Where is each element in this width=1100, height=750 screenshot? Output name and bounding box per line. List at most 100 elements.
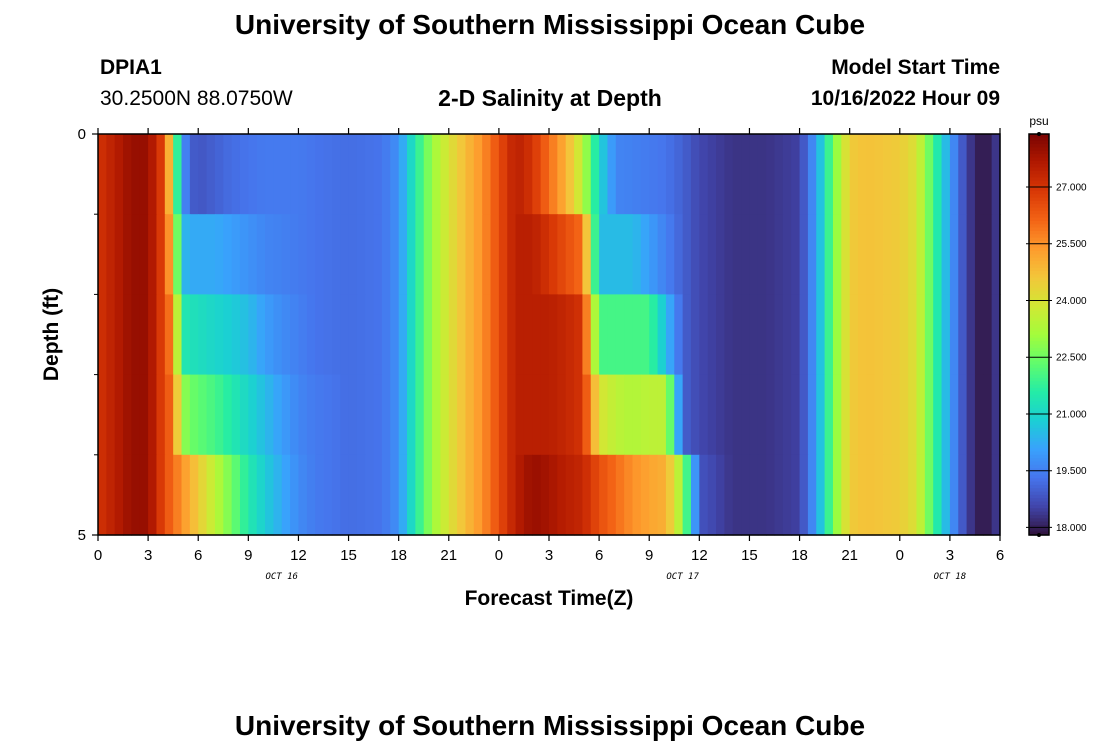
heatmap-cell	[974, 294, 984, 376]
heatmap-cell	[523, 214, 533, 295]
heatmap-cell	[265, 134, 274, 215]
heatmap-cell	[515, 294, 525, 376]
station-coordinates: 30.2500N 88.0750W	[100, 87, 293, 110]
colorbar-segment	[1029, 177, 1049, 182]
heatmap-cell	[991, 134, 1001, 215]
colorbar-segment	[1029, 334, 1049, 339]
heatmap-cell	[265, 214, 274, 295]
heatmap-cell	[916, 374, 926, 456]
heatmap-cell	[557, 214, 567, 295]
heatmap-cell	[565, 454, 575, 536]
heatmap-cell	[482, 294, 492, 376]
heatmap-cell	[98, 454, 107, 536]
heatmap-cell	[791, 374, 801, 456]
colorbar-segment	[1029, 137, 1049, 142]
heatmap-cell	[365, 214, 375, 295]
heatmap-cell	[974, 454, 984, 536]
model-start-value: 10/16/2022 Hour 09	[810, 87, 1000, 110]
heatmap-cell	[156, 454, 166, 536]
heatmap-cell	[707, 374, 717, 456]
colorbar-segment	[1029, 508, 1049, 513]
heatmap-cell	[665, 374, 675, 456]
heatmap-cell	[682, 294, 692, 376]
colorbar-segment	[1029, 294, 1049, 299]
heatmap-cell	[791, 214, 801, 295]
heatmap-cell	[507, 454, 517, 536]
colorbar-segment	[1029, 441, 1049, 446]
heatmap-cell	[624, 374, 634, 456]
heatmap-cell	[732, 134, 742, 215]
colorbar-segment	[1029, 491, 1049, 496]
heatmap-cell	[123, 134, 133, 215]
heatmap-cell	[198, 374, 208, 456]
heatmap-cell	[690, 374, 700, 456]
heatmap-cell	[716, 134, 725, 215]
heatmap-cell	[632, 214, 642, 295]
x-tick-label: 9	[645, 547, 653, 564]
x-tick-label: 3	[946, 547, 954, 564]
heatmap-cell	[231, 454, 241, 536]
colorbar-segment	[1029, 304, 1049, 309]
x-axis-label: Forecast Time(Z)	[465, 587, 634, 610]
colorbar-segment	[1029, 327, 1049, 332]
heatmap-cell	[632, 374, 642, 456]
heatmap-cell	[490, 134, 500, 215]
heatmap-cell	[415, 454, 425, 536]
heatmap-cell	[407, 454, 416, 536]
heatmap-cell	[757, 454, 767, 536]
colorbar-segment	[1029, 374, 1049, 379]
heatmap-cell	[323, 134, 333, 215]
colorbar-segment	[1029, 207, 1049, 212]
heatmap-cell	[340, 214, 350, 295]
colorbar-segment	[1029, 324, 1049, 329]
heatmap-cell	[273, 134, 283, 215]
heatmap-cell	[841, 294, 851, 376]
colorbar-segment	[1029, 200, 1049, 205]
heatmap-cell	[457, 134, 467, 215]
heatmap-cell	[557, 294, 567, 376]
heatmap-cell	[131, 134, 141, 215]
colorbar-segment	[1029, 311, 1049, 316]
colorbar-segment	[1029, 210, 1049, 215]
heatmap-cell	[599, 454, 609, 536]
heatmap-cell	[181, 214, 191, 295]
heatmap-cell	[841, 214, 851, 295]
heatmap-cell	[148, 134, 158, 215]
heatmap-cell	[983, 294, 993, 376]
heatmap-cell	[532, 454, 542, 536]
heatmap-cell	[206, 374, 216, 456]
heatmap-cell	[98, 294, 107, 376]
heatmap-cell	[549, 374, 558, 456]
heatmap-cell	[632, 294, 642, 376]
heatmap-cell	[716, 374, 725, 456]
heatmap-cell	[607, 454, 617, 536]
heatmap-cell	[615, 294, 625, 376]
heatmap-cell	[365, 294, 375, 376]
colorbar-segment	[1029, 264, 1049, 269]
colorbar-segment	[1029, 448, 1049, 453]
heatmap-cell	[724, 454, 734, 536]
heatmap-cell	[256, 214, 266, 295]
heatmap-cell	[423, 134, 433, 215]
heatmap-cell	[148, 294, 158, 376]
heatmap-cell	[941, 454, 951, 536]
heatmap-cell	[465, 454, 475, 536]
heatmap-cell	[924, 374, 934, 456]
heatmap-cell	[866, 214, 876, 295]
heatmap-cell	[423, 374, 433, 456]
heatmap-cell	[298, 294, 308, 376]
heatmap-cell	[331, 214, 341, 295]
heatmap-cell	[189, 214, 199, 295]
heatmap-cell	[106, 294, 116, 376]
colorbar-segment	[1029, 140, 1049, 145]
heatmap-cell	[507, 294, 517, 376]
colorbar-segment	[1029, 277, 1049, 282]
heatmap-cell	[891, 134, 901, 215]
colorbar-segment	[1029, 351, 1049, 356]
heatmap-cell	[699, 214, 709, 295]
heatmap-cell	[398, 134, 408, 215]
heatmap-cell	[231, 214, 241, 295]
colorbar-segment	[1029, 357, 1049, 362]
colorbar-segment	[1029, 424, 1049, 429]
heatmap-cell	[348, 214, 358, 295]
